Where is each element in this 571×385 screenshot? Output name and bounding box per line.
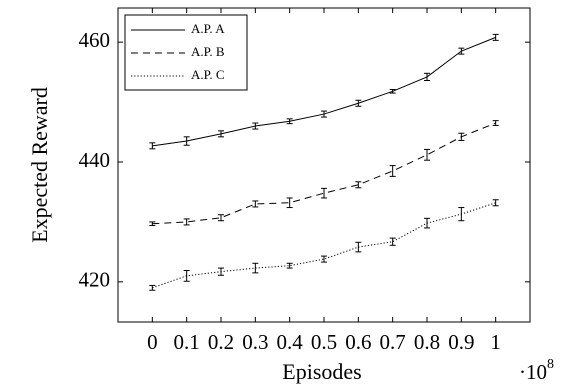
error-bar [218, 130, 224, 138]
error-bar [149, 142, 156, 150]
x-tick-label: 0.7 [380, 330, 406, 354]
x-tick-label: 0.2 [208, 330, 234, 354]
error-bar [252, 122, 259, 130]
error-bar [458, 47, 465, 55]
error-bar [183, 269, 190, 282]
legend-label: A.P. C [191, 67, 225, 82]
error-bar [389, 237, 396, 246]
multiplier-exponent: 8 [547, 357, 554, 372]
error-bar [252, 262, 259, 274]
error-bar [149, 221, 156, 227]
error-bar [355, 99, 362, 107]
error-bar [492, 199, 499, 207]
error-bar [252, 200, 259, 208]
x-tick-label: 0.4 [277, 330, 304, 354]
error-bar [218, 214, 224, 222]
error-bar [458, 132, 465, 141]
series-line [152, 122, 496, 225]
error-bar [286, 118, 293, 125]
error-bar [424, 217, 430, 229]
error-bar [286, 262, 293, 269]
error-bar [321, 187, 327, 199]
x-tick-label: 1 [490, 330, 501, 354]
error-bar [492, 33, 499, 41]
error-bar [424, 72, 430, 82]
y-axis-label: Expected Reward [27, 87, 52, 243]
series-line [152, 202, 496, 289]
x-tick-label: 0.8 [414, 330, 440, 354]
error-bar [286, 197, 293, 209]
x-tick-label: 0.3 [242, 330, 268, 354]
legend-label: A.P. B [191, 44, 225, 59]
x-tick-label: 0.6 [345, 330, 371, 354]
error-bar [355, 241, 362, 253]
error-bar [218, 267, 224, 276]
y-tick-label: 460 [79, 28, 111, 52]
error-bar [389, 88, 396, 94]
error-bar [389, 165, 396, 177]
error-bar [458, 207, 465, 222]
x-tick-label: 0 [147, 330, 158, 354]
x-tick-label: 0.1 [174, 330, 200, 354]
x-tick-label: 0.5 [311, 330, 337, 354]
x-multiplier: ·108 [519, 357, 554, 384]
y-tick-label: 440 [79, 148, 111, 172]
error-bar [492, 120, 499, 126]
error-bar [149, 284, 156, 291]
legend-label: A.P. A [191, 21, 225, 36]
multiplier-base: ·10 [519, 360, 547, 384]
error-bar [183, 218, 190, 226]
y-tick-label: 420 [79, 268, 111, 292]
error-bar [321, 255, 327, 263]
error-bar [424, 148, 430, 161]
error-bar [355, 181, 362, 189]
x-tick-label: 0.9 [448, 330, 474, 354]
x-axis-label: Episodes [282, 359, 361, 384]
error-bar [321, 110, 327, 118]
error-bar [183, 136, 190, 146]
